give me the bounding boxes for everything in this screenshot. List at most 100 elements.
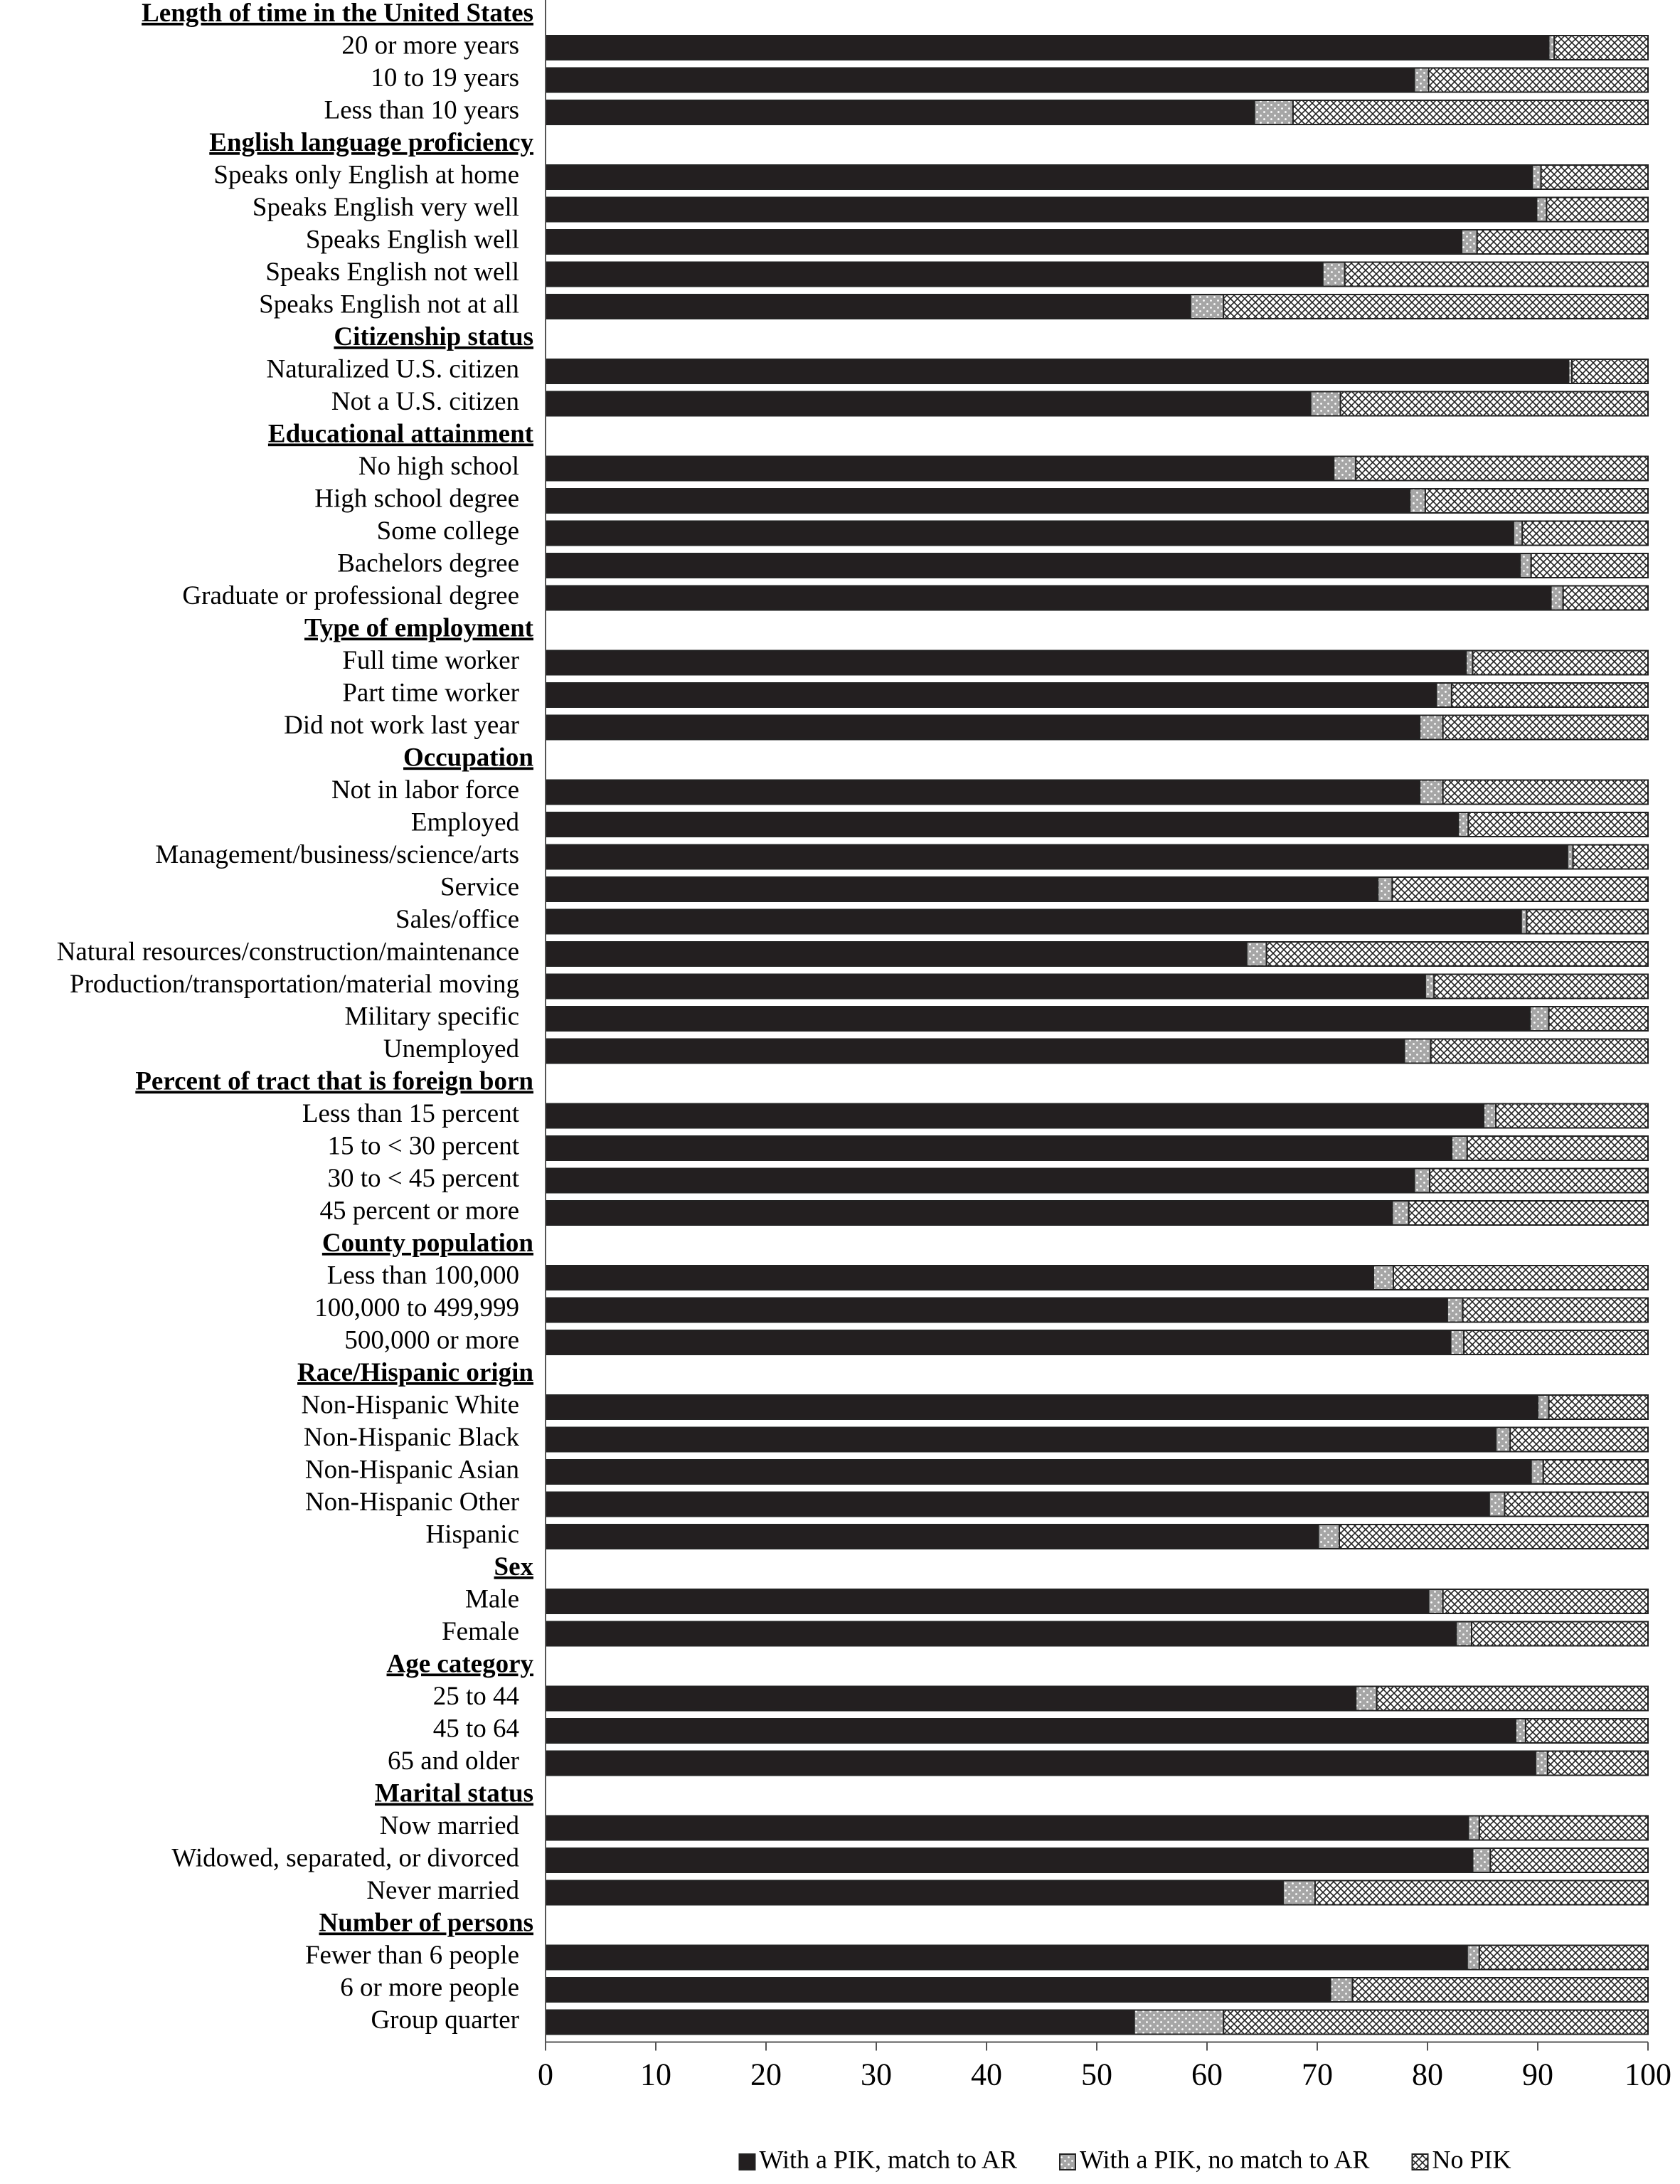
legend-label: No PIK (1432, 2145, 1511, 2173)
group-header: Occupation (403, 743, 533, 772)
group-header: Age category (387, 1649, 534, 1678)
bar-segment (1530, 553, 1649, 578)
bar-segment (545, 1426, 1497, 1453)
bar-segment (545, 973, 1426, 1000)
group-header: English language proficiency (209, 128, 533, 157)
bar-segment (1430, 1038, 1649, 1064)
bar-segment (545, 1265, 1375, 1290)
bar-segment (545, 1167, 1415, 1194)
bar-segment (545, 1330, 1452, 1355)
y-tick-label: Less than 10 years (324, 95, 519, 124)
bar-segment (545, 1297, 1448, 1323)
group-header: Marital status (375, 1779, 533, 1808)
bar-segment (1562, 585, 1649, 611)
x-tick-label: 40 (971, 2057, 1002, 2092)
group-header: Educational attainment (268, 419, 534, 448)
bar-segment (1467, 1815, 1480, 1841)
y-tick-label: 100,000 to 499,999 (314, 1293, 519, 1322)
bar-segment (1537, 1394, 1550, 1420)
y-tick-label: 10 to 19 years (371, 63, 519, 92)
bar-segment (1457, 812, 1469, 837)
bar-segment (1467, 812, 1649, 837)
group-header: County population (322, 1229, 534, 1258)
y-tick-label: Naturalized U.S. citizen (267, 354, 519, 383)
y-tick-label: Less than 100,000 (327, 1261, 519, 1290)
bar-segment (1419, 779, 1444, 805)
bar-segment (1572, 844, 1649, 870)
y-tick-label: Not a U.S. citizen (331, 387, 519, 416)
bar-segment (1339, 1524, 1649, 1549)
bar-segment (1466, 1944, 1480, 1971)
bar-segment (1455, 1621, 1473, 1647)
x-tick-label: 100 (1625, 2057, 1671, 2092)
x-tick-label: 10 (640, 2057, 671, 2092)
y-tick-label: 20 or more years (341, 31, 519, 60)
bar-segment (545, 520, 1514, 546)
bar-segment (1471, 1621, 1649, 1647)
bar-segment (1530, 1459, 1544, 1485)
bar-segment (1520, 908, 1528, 935)
bar-segment (1344, 261, 1649, 287)
bar-segment (1391, 876, 1649, 902)
y-tick-label: Employed (411, 807, 520, 837)
y-tick-label: Some college (377, 516, 519, 546)
y-tick-label: Speaks English well (306, 225, 519, 254)
bar-segment (1515, 1718, 1526, 1744)
bar-segment (1355, 455, 1649, 482)
bar-segment (1472, 1848, 1492, 1873)
bar-segment (545, 1621, 1457, 1647)
bar-segment (1403, 1038, 1432, 1064)
y-tick-label: Unemployed (383, 1034, 520, 1064)
bar-segment (545, 1491, 1490, 1517)
y-tick-label: Non-Hispanic Other (305, 1488, 519, 1517)
y-tick-label: Male (465, 1584, 519, 1613)
bar-segment (1504, 1491, 1649, 1517)
group-header: Number of persons (319, 1908, 534, 1937)
bar-segment (545, 1848, 1474, 1873)
bar-segment (545, 714, 1421, 741)
bar-segment (545, 67, 1415, 93)
bar-segment (1322, 261, 1346, 287)
bar-segment (1451, 1135, 1468, 1161)
bar-segment (1476, 229, 1649, 255)
bar-segment (545, 779, 1421, 805)
bar-segment (545, 229, 1463, 255)
bar-segment (545, 682, 1437, 708)
bar-segment (1540, 164, 1649, 190)
bar-segment (1478, 1815, 1649, 1841)
bar-segment (1329, 1977, 1354, 2003)
bar-segment (1392, 1265, 1649, 1290)
y-tick-label: Full time worker (342, 646, 519, 675)
y-tick-label: 45 percent or more (320, 1196, 519, 1225)
bar-segment (545, 812, 1460, 837)
y-tick-label: 15 to < 30 percent (327, 1131, 519, 1160)
y-tick-label: Natural resources/construction/maintenan… (57, 937, 519, 966)
bar-segment (1265, 941, 1649, 967)
bar-segment (545, 1944, 1468, 1971)
bar-segment (1524, 1718, 1649, 1744)
group-header: Citizenship status (334, 322, 533, 351)
bar-segment (1512, 520, 1524, 546)
y-tick-label: Non-Hispanic Black (304, 1423, 520, 1452)
bar-segment (545, 1394, 1538, 1420)
bar-segment (1483, 1103, 1497, 1129)
legend-swatch (738, 2153, 756, 2170)
bar-segment (545, 1200, 1393, 1226)
bar-segment (1451, 682, 1649, 708)
bar-segment (1409, 488, 1426, 514)
bar-segment (1413, 1167, 1431, 1194)
bar-segment (1391, 1200, 1410, 1226)
bar-segment (1253, 100, 1294, 125)
bar-segment (545, 2009, 1135, 2035)
bar-segment (1424, 973, 1435, 1000)
bar-segment (1351, 1977, 1649, 2003)
bar-segment (545, 876, 1379, 902)
x-tick-label: 0 (538, 2057, 553, 2092)
y-tick-label: 25 to 44 (433, 1682, 519, 1711)
bar-segment (1571, 359, 1649, 384)
legend-swatch (1058, 2153, 1076, 2170)
y-tick-label: Speaks English very well (252, 193, 519, 222)
bar-segment (1462, 1297, 1649, 1323)
y-tick-label: Military specific (344, 1002, 519, 1031)
